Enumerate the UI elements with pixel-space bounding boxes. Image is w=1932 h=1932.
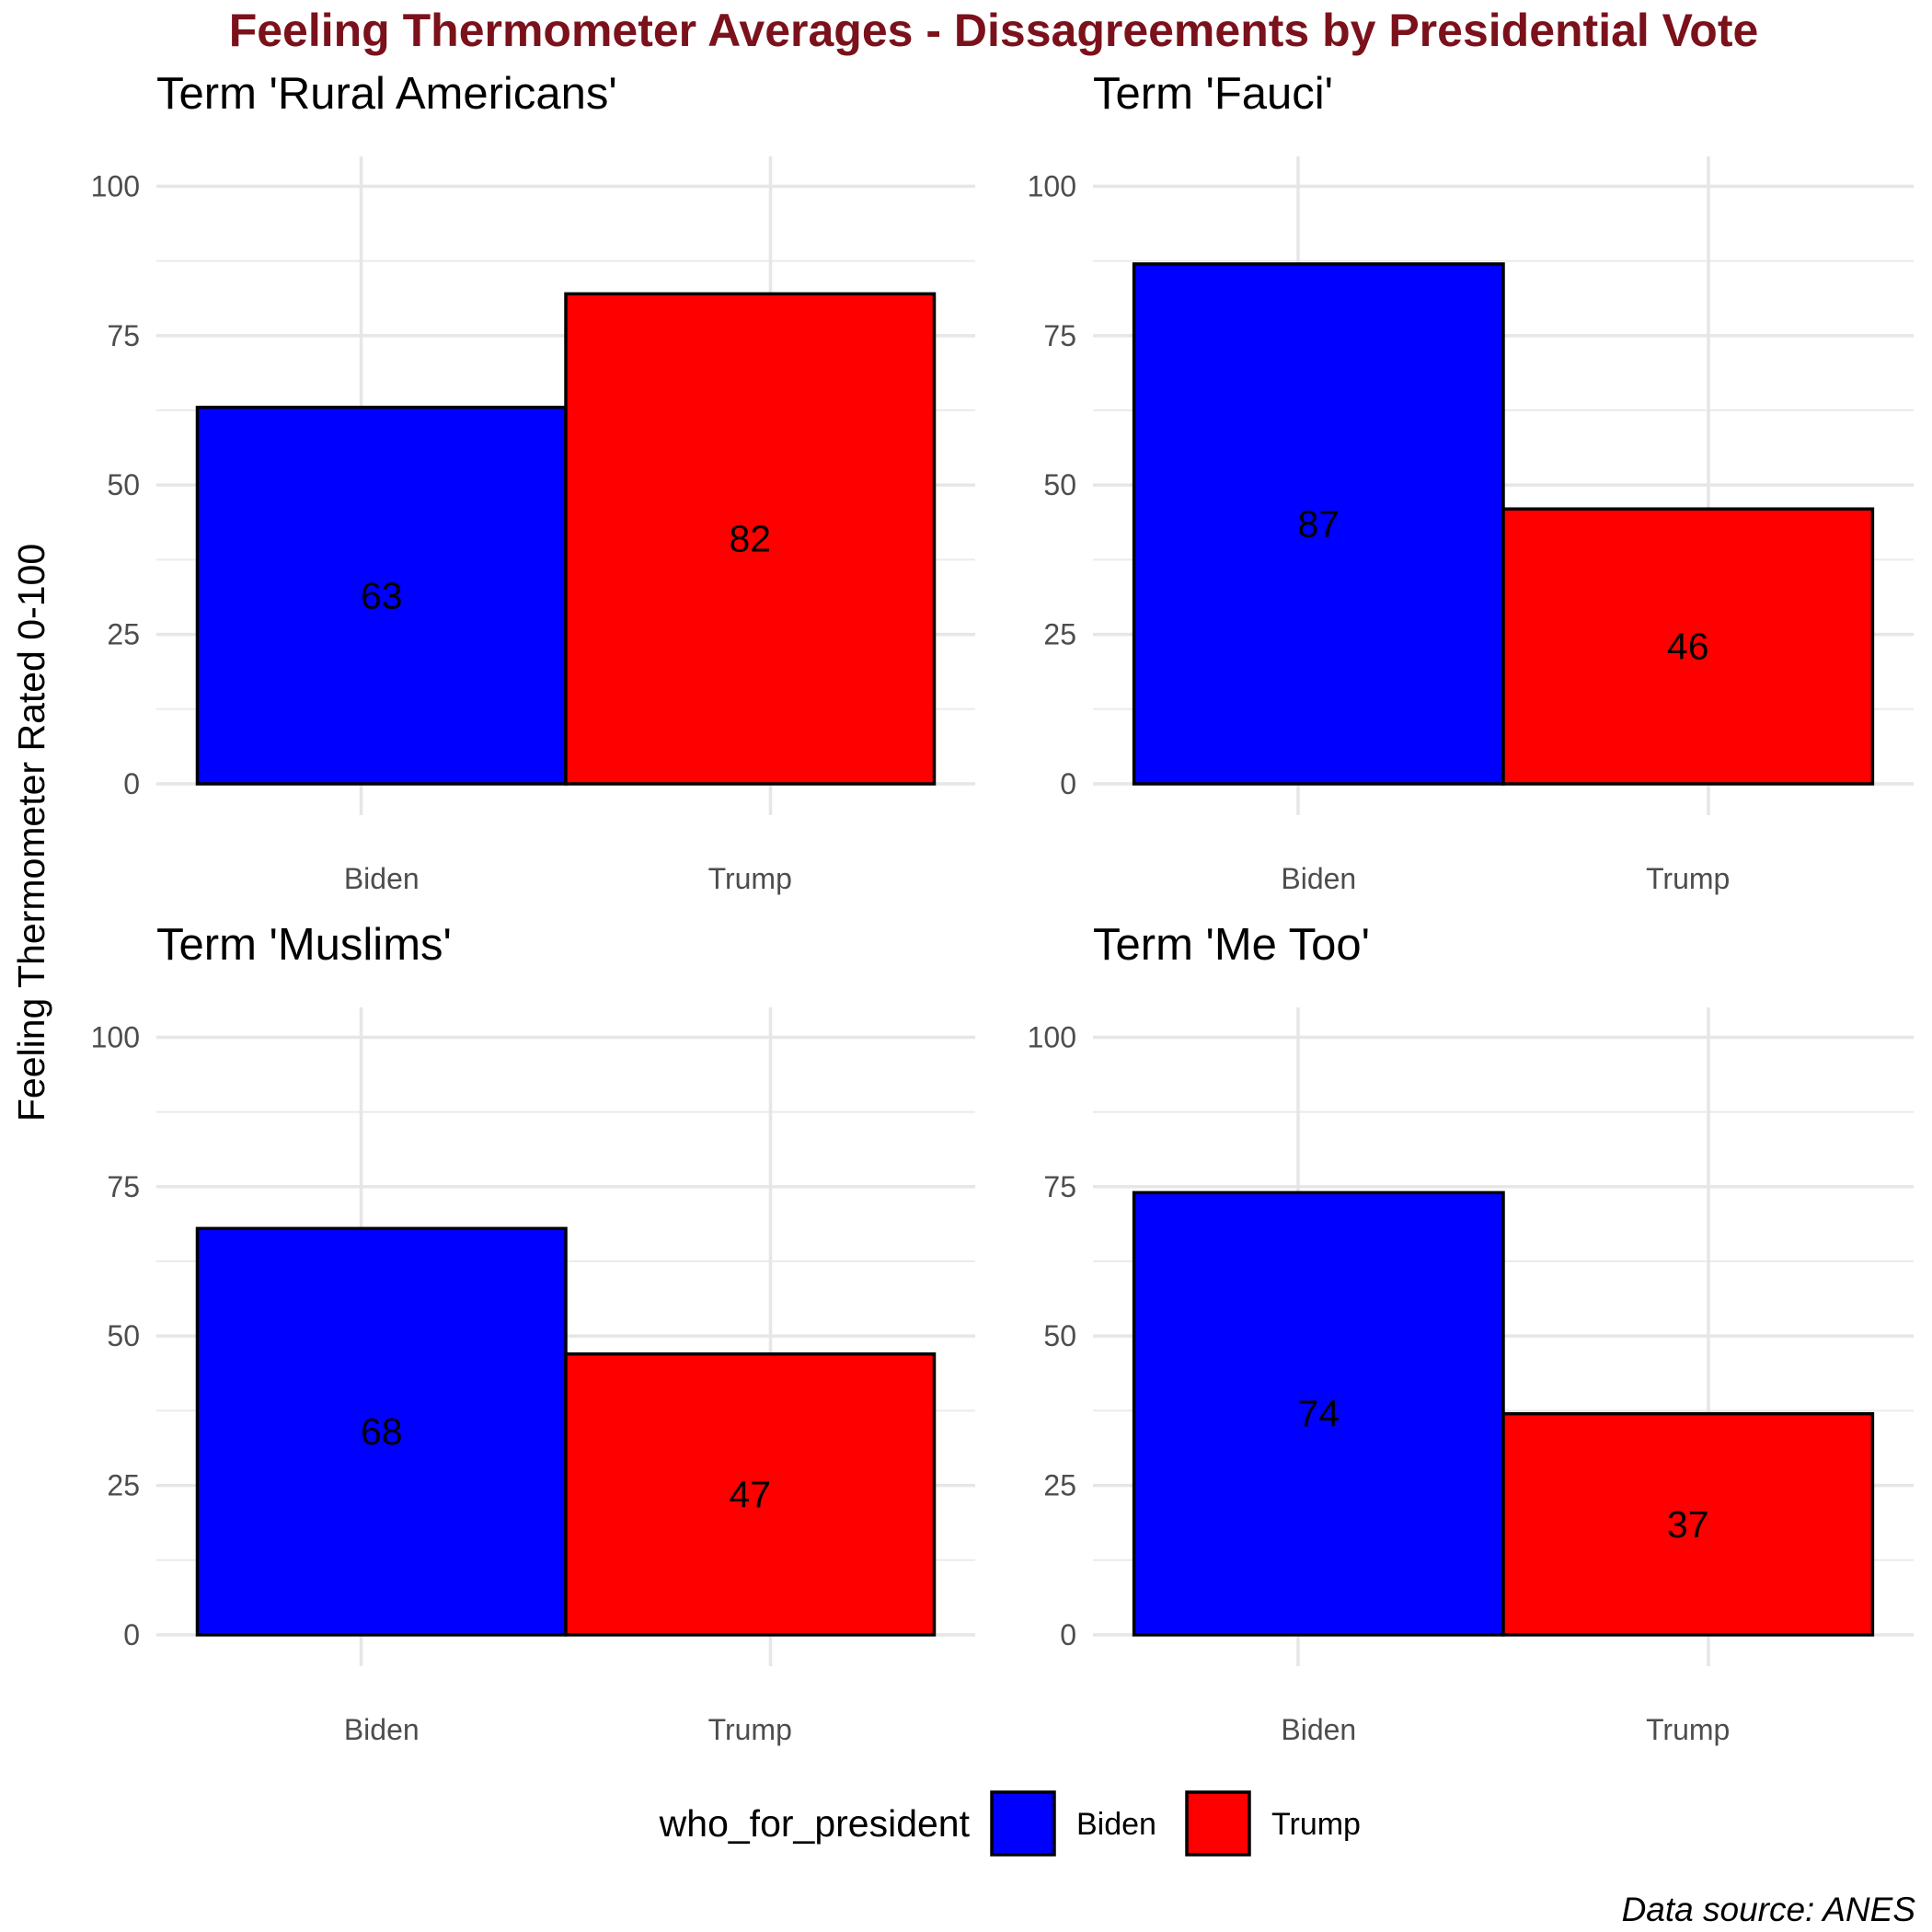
y-tick-label: 25 — [1043, 618, 1076, 651]
legend-key — [990, 1790, 1056, 1857]
bar-value-label: 47 — [729, 1473, 771, 1515]
bar — [1501, 507, 1875, 786]
y-tick-label: 75 — [1043, 319, 1076, 352]
caption: Data source: ANES — [1622, 1891, 1916, 1928]
bar — [564, 1351, 937, 1637]
y-tick-label: 50 — [1043, 468, 1076, 501]
y-tick-label: 25 — [1043, 1469, 1076, 1502]
bar-value-label: 87 — [1297, 502, 1340, 545]
x-tick-label: Biden — [1281, 1713, 1356, 1746]
bar-value-label: 46 — [1667, 626, 1709, 668]
facet-title: Term 'Fauci' — [1093, 69, 1333, 119]
bar-value-label: 63 — [361, 574, 403, 616]
bar — [564, 292, 937, 786]
bar — [1132, 262, 1505, 786]
x-tick-label: Biden — [344, 1713, 420, 1746]
y-tick-label: 25 — [107, 1469, 140, 1502]
y-tick-label: 0 — [123, 1618, 140, 1651]
y-tick-label: 100 — [91, 169, 140, 202]
y-axis-title: Feeling Thermometer Rated 0-100 — [10, 544, 52, 1121]
x-tick-label: Trump — [1646, 862, 1730, 895]
y-tick-label: 50 — [107, 1319, 140, 1352]
y-tick-label: 100 — [1028, 1020, 1076, 1053]
y-tick-label: 75 — [107, 319, 140, 352]
facet-panel: 0 25 50 75 100 74 Biden 37 Trump Term 'Me Too' — [1028, 920, 1914, 1746]
bar — [1501, 1411, 1875, 1637]
y-tick-label: 50 — [1043, 1319, 1076, 1352]
bar — [195, 406, 568, 786]
facet-title: Term 'Me Too' — [1093, 920, 1370, 970]
x-tick-label: Biden — [1281, 862, 1356, 895]
y-tick-label: 25 — [107, 618, 140, 651]
y-tick-label: 100 — [91, 1020, 140, 1053]
y-tick-label: 75 — [1043, 1170, 1076, 1203]
x-tick-label: Trump — [1646, 1713, 1730, 1746]
legend: who_for_president Biden Trump — [659, 1790, 1361, 1857]
facet-panel: 0 25 50 75 100 87 Biden 46 Trump Term 'Fauci' — [1028, 69, 1914, 895]
y-tick-label: 0 — [1060, 1618, 1076, 1651]
y-tick-label: 75 — [107, 1170, 140, 1203]
facet-title: Term 'Muslims' — [156, 920, 452, 970]
facet-title: Term 'Rural Americans' — [156, 69, 617, 119]
bar — [1132, 1190, 1505, 1637]
legend-label: Trump — [1271, 1807, 1361, 1842]
legend-title: who_for_president — [659, 1802, 971, 1845]
bar-value-label: 37 — [1667, 1503, 1709, 1546]
y-tick-label: 0 — [1060, 767, 1076, 800]
x-tick-label: Trump — [708, 1713, 792, 1746]
y-tick-label: 0 — [123, 767, 140, 800]
bar-value-label: 68 — [361, 1410, 403, 1453]
y-tick-label: 100 — [1028, 169, 1076, 202]
y-tick-label: 50 — [107, 468, 140, 501]
facets: 0 25 50 75 100 63 Biden 82 Trump Term 'Rural Amer… — [91, 69, 1914, 1746]
legend-label: Biden — [1076, 1807, 1156, 1842]
bar-value-label: 82 — [729, 518, 771, 560]
facet-panel: 0 25 50 75 100 68 Biden 47 Trump Term 'Muslims' — [91, 920, 975, 1746]
bar — [195, 1226, 568, 1637]
bar-value-label: 74 — [1297, 1393, 1340, 1435]
legend-key — [1185, 1790, 1251, 1857]
chart-title: Feeling Thermometer Averages - Dissagree… — [229, 5, 1759, 56]
x-tick-label: Biden — [344, 862, 420, 895]
x-tick-label: Trump — [708, 862, 792, 895]
facet-panel: 0 25 50 75 100 63 Biden 82 Trump Term 'Rural Amer… — [91, 69, 975, 895]
